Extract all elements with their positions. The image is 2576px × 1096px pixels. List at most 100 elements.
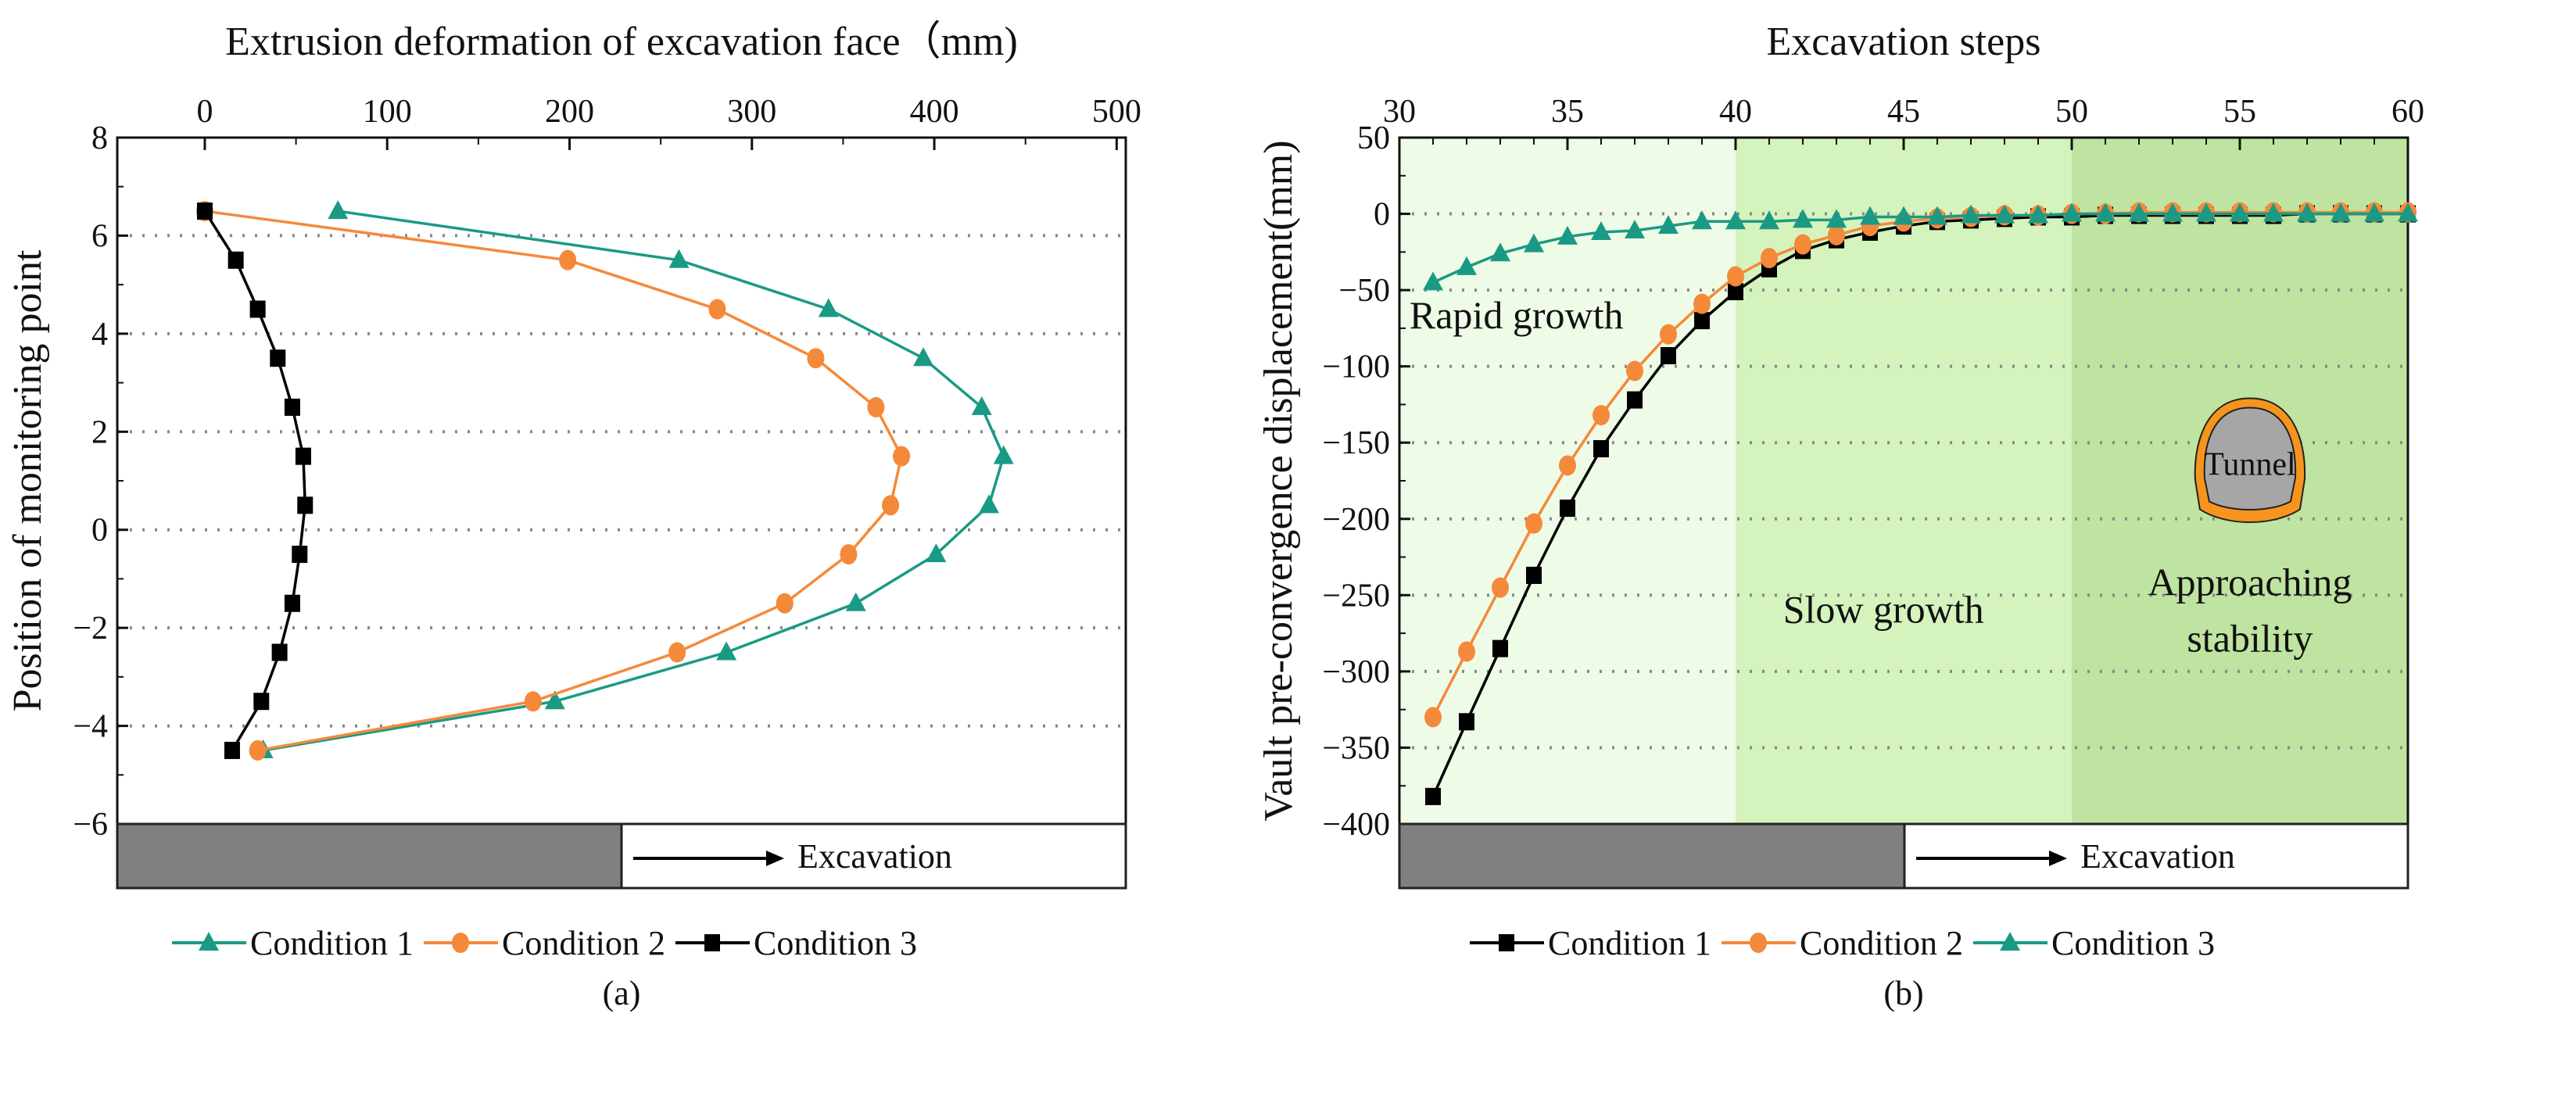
legend-marker-triangle-icon: [2000, 932, 2020, 951]
data-point: [1526, 566, 1542, 584]
legend-marker-circle-icon: [452, 933, 469, 953]
data-point: [1627, 391, 1643, 409]
panel-b-label: (b): [1883, 974, 1923, 1012]
series-line: [204, 210, 903, 752]
legend-label: Condition 2: [1800, 924, 1963, 962]
data-point: [1728, 283, 1743, 301]
y-tick-label: 6: [91, 218, 108, 254]
data-point: [544, 690, 565, 710]
y-tick-label: −2: [73, 611, 108, 646]
data-point: [1793, 209, 1813, 228]
data-point: [297, 496, 313, 514]
data-point: [979, 494, 1000, 514]
data-point: [993, 445, 1014, 464]
excavated-zone-band: [1398, 822, 1906, 890]
excavated-zone-band: [116, 822, 623, 890]
data-point: [1525, 513, 1542, 534]
data-point: [1458, 641, 1475, 662]
y-tick-label: −6: [73, 807, 108, 843]
data-point: [867, 396, 885, 417]
series-condition-3: [1423, 202, 2418, 291]
data-point: [1927, 206, 1947, 225]
data-point: [1492, 639, 1508, 657]
x-tick-label: 100: [363, 94, 412, 130]
panel-b-plot: 50 0 −50 −100 −150 −200 −250 −300 −350 −400 30 35 40…: [1322, 94, 2424, 962]
x-tick-label: 0: [196, 94, 213, 130]
data-point: [2095, 202, 2116, 222]
data-point: [668, 642, 686, 663]
y-tick-label: 0: [91, 513, 108, 549]
x-tick-label: 60: [2391, 94, 2424, 130]
x-tick-label: 55: [2223, 94, 2256, 130]
excavation-arrow-head-icon: [2049, 851, 2067, 866]
y-tick-label: −250: [1322, 578, 1390, 614]
data-point: [1593, 440, 1609, 458]
data-point: [1994, 204, 2015, 224]
zone-label-stable-line1: Approaching: [2148, 560, 2352, 604]
panel-a-x-axis-title: Extrusion deformation of excavation face…: [225, 20, 1018, 64]
y-tick-label: −200: [1322, 502, 1390, 538]
x-tick-label: 500: [1092, 94, 1141, 130]
data-point: [1559, 455, 1576, 476]
data-point: [1828, 224, 1845, 245]
tunnel-label: Tunnel: [2204, 447, 2296, 483]
data-point: [271, 643, 288, 661]
zone-label-stable-line2: stability: [2187, 617, 2313, 661]
panel-b-y-axis-title: Vault pre-convergence displacement(mm): [1256, 140, 1301, 821]
data-point: [1860, 206, 1880, 225]
data-point: [270, 349, 286, 367]
data-point: [1626, 360, 1643, 381]
data-point: [840, 544, 858, 565]
data-point: [845, 592, 866, 611]
y-tick-label: 0: [1374, 197, 1390, 233]
legend-item: Condition 1: [172, 924, 414, 962]
legend-label: Condition 3: [2051, 924, 2215, 962]
excavation-arrow-head-icon: [766, 851, 784, 866]
panel-a-plot: 8 6 4 2 0 −2 −4 −6 0 100 200 300 400 500 Condition 1 Co…: [73, 94, 1141, 962]
series-condition-2: [195, 201, 911, 761]
data-point: [882, 495, 900, 516]
data-point: [1459, 713, 1474, 731]
legend-label: Condition 2: [502, 924, 665, 962]
y-tick-label: −150: [1322, 425, 1390, 461]
data-point: [716, 641, 737, 661]
data-point: [1961, 204, 1981, 224]
legend-label: Condition 3: [754, 924, 917, 962]
data-point: [818, 298, 839, 317]
unexcavated-zone-band: [620, 822, 1127, 890]
y-tick-label: −4: [73, 709, 108, 745]
legend-marker-circle-icon: [1750, 933, 1767, 953]
legend-marker-square-icon: [1499, 934, 1514, 951]
data-point: [284, 594, 300, 612]
data-point: [524, 691, 542, 712]
zone-background-2: [1736, 138, 2072, 824]
x-tick-label: 30: [1383, 94, 1416, 130]
data-point: [708, 299, 726, 320]
y-tick-label: −50: [1338, 273, 1390, 309]
data-point: [2364, 202, 2384, 222]
panel-a-label: (a): [603, 974, 641, 1012]
data-point: [1425, 787, 1441, 805]
data-point: [292, 546, 308, 564]
data-point: [2129, 202, 2149, 222]
data-point: [2196, 202, 2216, 222]
zone-background-1: [1399, 138, 1736, 824]
data-point: [913, 347, 934, 367]
data-point: [328, 200, 349, 220]
data-point: [559, 249, 577, 270]
data-point: [295, 447, 311, 465]
data-point: [1727, 266, 1744, 287]
tunnel-core-icon: [2203, 407, 2297, 510]
y-tick-label: 2: [91, 414, 108, 450]
panel-b: Excavation steps Vault pre-convergence d…: [1256, 20, 2424, 1012]
series-line: [203, 210, 307, 751]
legend-item: Condition 3: [1973, 924, 2215, 962]
data-point: [253, 693, 270, 711]
y-tick-label: −100: [1322, 349, 1390, 385]
data-point: [249, 740, 267, 761]
data-point: [971, 396, 992, 415]
legend-item: Condition 3: [675, 924, 917, 962]
data-point: [2297, 202, 2317, 222]
data-point: [2398, 202, 2418, 222]
series-line: [263, 210, 1005, 752]
